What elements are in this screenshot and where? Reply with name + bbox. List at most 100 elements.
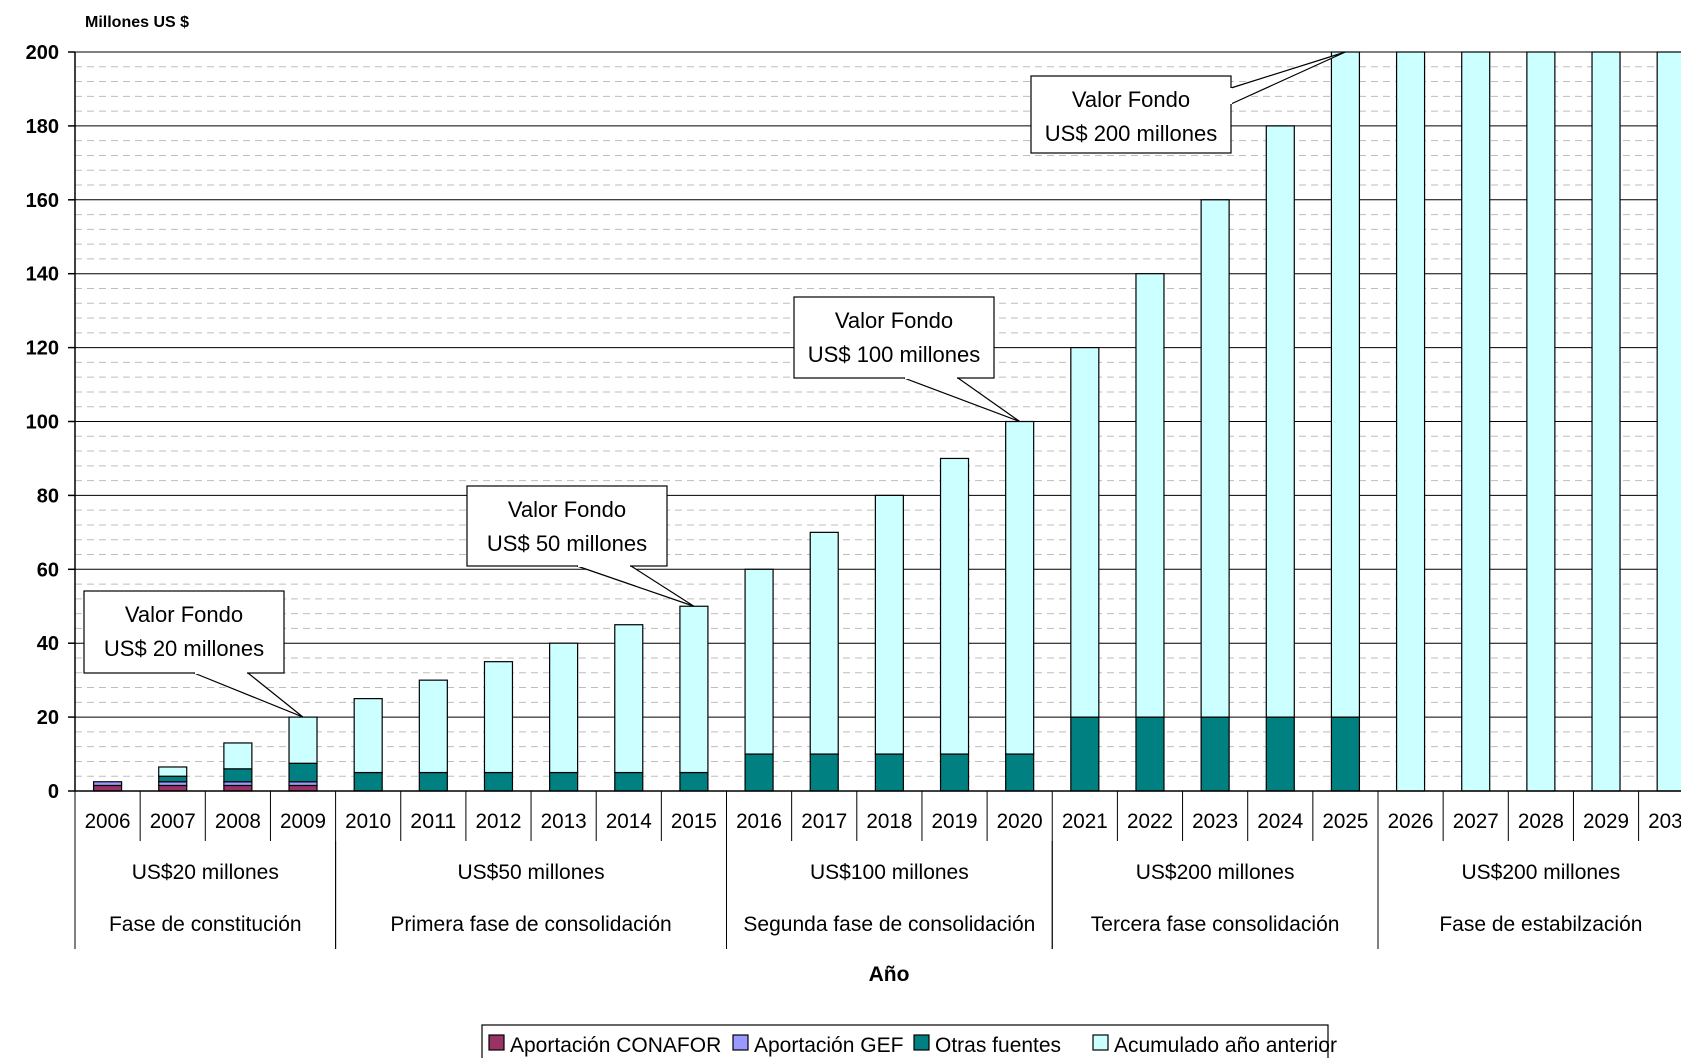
phase-groups: US$20 millones Fase de constitución US$50 … [74, 841, 1642, 949]
group-amount-label: US$100 millones [810, 861, 969, 884]
legend: Aportación CONAFOR Aportación GEF Otras fu… [481, 1024, 1337, 1058]
bar-stack [483, 661, 514, 792]
bar-stack [1526, 51, 1556, 792]
bar-segment [483, 661, 514, 774]
bar-segment [874, 494, 904, 755]
y-tick-label: 100 [26, 412, 59, 434]
callout-tail [576, 565, 695, 607]
x-tick-label: 2013 [541, 810, 587, 833]
x-category-labels: 2006 2007 2008 2009 2010 2011 2012 2013 2014 2015… [74, 791, 1681, 841]
x-axis-title: Año [869, 963, 910, 986]
x-tick-label: 2022 [1127, 810, 1173, 833]
bar-stack [549, 642, 579, 792]
bar-segment [809, 531, 839, 755]
bar-segment [1070, 347, 1100, 718]
y-tick-label: 80 [37, 485, 59, 507]
bar-stack [92, 781, 123, 792]
group-phase-label: Segunda fase de consolidación [743, 913, 1035, 936]
bar-segment [483, 771, 514, 792]
bar-segment [549, 642, 579, 774]
callout-line1: Valor Fondo [835, 308, 953, 333]
x-tick-label: 2026 [1388, 810, 1434, 833]
bar-stack [1070, 347, 1100, 792]
bar-segment [1005, 420, 1035, 755]
bars [92, 51, 1681, 792]
x-tick-label: 2009 [280, 810, 326, 833]
bar-segment [92, 784, 123, 792]
bar-stack [1330, 51, 1361, 792]
x-tick-label: 2019 [932, 810, 978, 833]
callout: Valor Fondo US$ 100 millones [793, 296, 1021, 423]
legend-swatch [732, 1034, 749, 1051]
x-tick-label: 2006 [85, 810, 131, 833]
x-tick-label: 2012 [475, 810, 521, 833]
bar-segment [679, 605, 709, 774]
bar-stack [1395, 51, 1426, 792]
annotations: Valor Fondo US$ 20 millones Valor Fondo US$… [83, 51, 1346, 718]
legend-swatch [1092, 1034, 1109, 1051]
bar-segment [1200, 199, 1230, 718]
bar-segment [939, 753, 970, 792]
y-axis-title: Millones US $ [85, 14, 189, 31]
x-tick-label: 2008 [215, 810, 261, 833]
y-tick-label: 180 [26, 116, 59, 138]
group-amount-label: US$200 millones [1461, 861, 1620, 884]
x-tick-label: 2011 [410, 810, 456, 833]
legend-swatch [913, 1034, 930, 1051]
bar-segment [1005, 753, 1035, 792]
bar-stack [809, 531, 839, 792]
bar-stack [158, 766, 188, 792]
legend-entry: Acumulado año anterior [1092, 1034, 1337, 1057]
bar-segment [158, 775, 188, 783]
y-tick-label: 0 [48, 781, 59, 803]
x-tick-label: 2015 [671, 810, 717, 833]
group-phase-label: Fase de estabilzación [1439, 913, 1642, 936]
callout-box [1030, 75, 1232, 154]
x-tick-label: 2017 [801, 810, 847, 833]
bar-stack [1265, 125, 1295, 792]
bar-segment [418, 679, 448, 774]
bar-segment [288, 762, 318, 783]
callout-line2: US$ 20 millones [104, 636, 264, 661]
bar-segment [223, 784, 253, 792]
bar-segment [288, 784, 318, 792]
callout-line2: US$ 100 millones [808, 342, 980, 367]
callout-line1: Valor Fondo [508, 497, 626, 522]
bar-stack [874, 494, 904, 792]
bar-segment [1200, 716, 1230, 792]
bar-segment [223, 768, 253, 783]
bar-segment [614, 771, 644, 792]
bar-segment [92, 781, 123, 787]
bar-segment [418, 771, 448, 792]
x-tick-label: 2016 [736, 810, 782, 833]
bar-segment [223, 742, 253, 770]
bar-stack [744, 568, 774, 792]
legend-label: Aportación CONAFOR [510, 1034, 721, 1057]
bar-stack [418, 679, 448, 792]
legend-entry: Aportación CONAFOR [488, 1034, 721, 1057]
group-phase-label: Tercera fase consolidación [1091, 913, 1340, 936]
x-tick-label: 2021 [1062, 810, 1108, 833]
bar-segment [353, 771, 383, 792]
legend-label: Aportación GEF [754, 1034, 903, 1057]
bar-stack [1461, 51, 1491, 792]
x-tick-label: 2025 [1322, 810, 1368, 833]
bar-segment [288, 716, 318, 764]
bar-stack [614, 624, 644, 792]
axes [68, 51, 1681, 792]
bar-segment [1330, 51, 1361, 718]
bar-segment [1591, 51, 1621, 792]
x-tick-label: 2014 [606, 810, 652, 833]
legend-label: Acumulado año anterior [1114, 1034, 1337, 1057]
group-amount-label: US$200 millones [1136, 861, 1295, 884]
legend-label: Otras fuentes [935, 1034, 1061, 1057]
bar-segment [744, 568, 774, 755]
bar-stack [1591, 51, 1621, 792]
callout: Valor Fondo US$ 200 millones [1030, 51, 1346, 154]
callout: Valor Fondo US$ 50 millones [466, 485, 695, 607]
bar-stack [223, 742, 253, 792]
y-tick-label: 40 [37, 633, 59, 655]
legend-entry: Otras fuentes [913, 1034, 1061, 1057]
bar-segment [1135, 716, 1165, 792]
bar-stack [1005, 420, 1035, 792]
